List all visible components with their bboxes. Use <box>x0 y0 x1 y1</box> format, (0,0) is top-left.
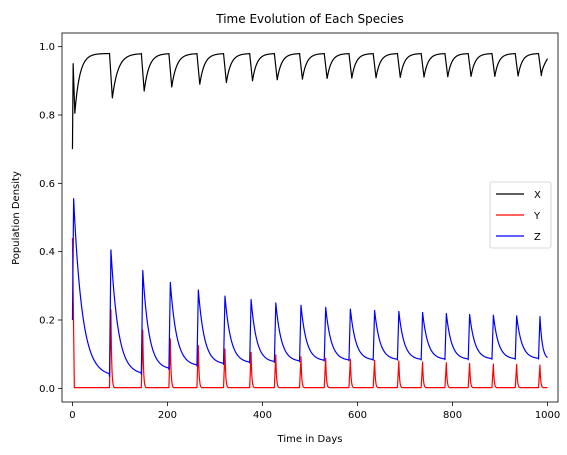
y-tick-label: 0.4 <box>39 247 55 258</box>
legend-label-y: Y <box>533 211 541 222</box>
y-tick-label: 1.0 <box>39 42 55 53</box>
x-tick-label: 200 <box>158 410 177 421</box>
y-axis-label: Population Density <box>11 171 22 265</box>
x-tick-label: 1000 <box>535 410 560 421</box>
x-tick-label: 600 <box>348 410 367 421</box>
x-tick-label: 800 <box>443 410 462 421</box>
x-tick-label: 400 <box>253 410 272 421</box>
x-axis-label: Time in Days <box>277 434 343 445</box>
legend-label-x: X <box>534 190 541 201</box>
y-tick-label: 0.6 <box>39 179 55 190</box>
legend: X Y Z <box>489 181 552 249</box>
chart-title: Time Evolution of Each Species <box>215 12 403 26</box>
y-tick-label: 0.2 <box>39 316 55 327</box>
series-line-y <box>71 237 548 389</box>
y-tick-label: 0.8 <box>39 111 55 122</box>
y-tick-label: 0.0 <box>39 384 55 395</box>
series-layer <box>71 52 549 389</box>
x-axis-ticks: 0 200 400 600 800 1000 <box>69 402 560 421</box>
legend-label-z: Z <box>534 232 541 243</box>
series-line-z <box>71 198 548 377</box>
y-axis-ticks: 0.0 0.2 0.4 0.6 0.8 1.0 <box>39 42 62 395</box>
plot-frame <box>61 32 559 403</box>
series-line-x <box>71 52 549 150</box>
x-tick-label: 0 <box>69 410 75 421</box>
